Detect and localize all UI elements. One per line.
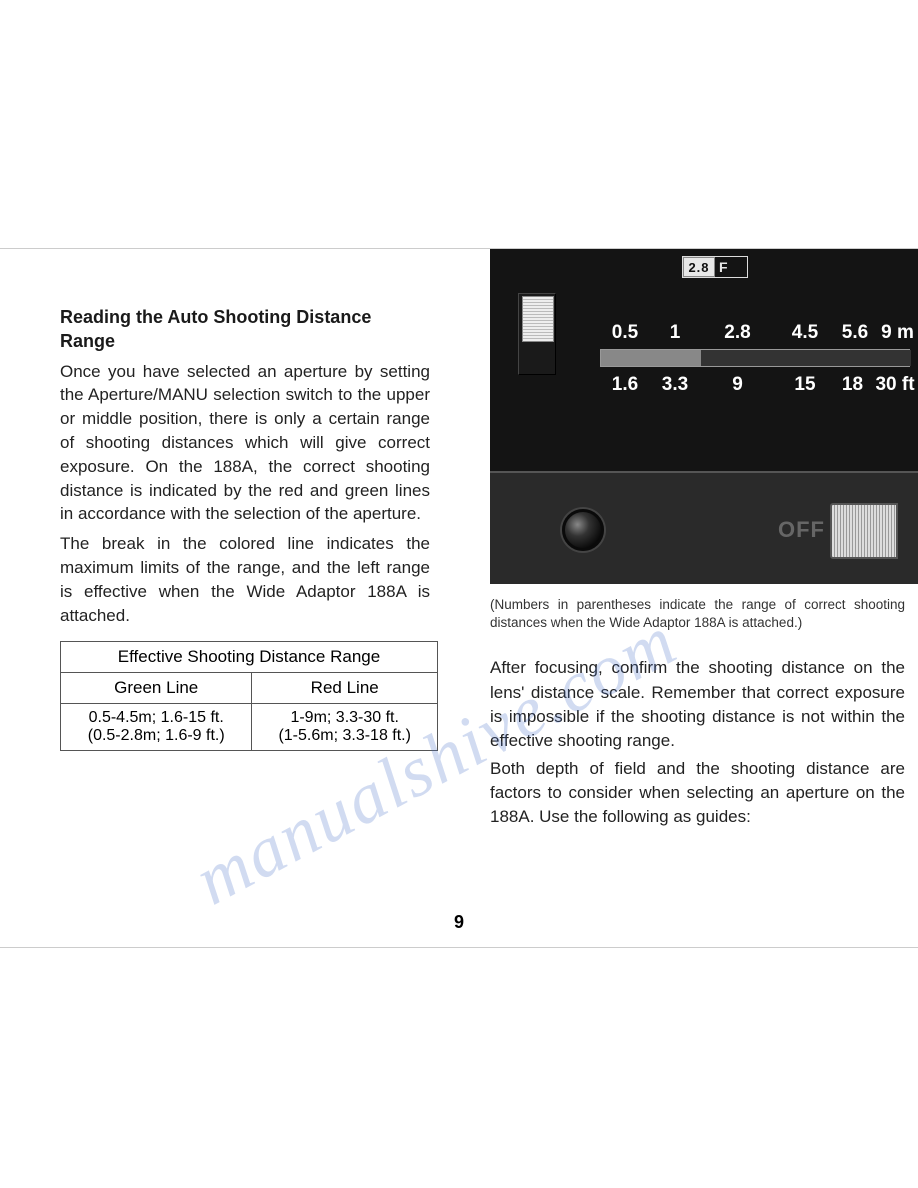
body-paragraph: Both depth of field and the shooting dis… <box>490 757 905 829</box>
distance-scale: 0.512.84.55.69 m 1.63.39151830 ft <box>600 319 918 399</box>
cell-line: 1-9m; 3.3-30 ft. <box>290 709 399 726</box>
scale-number: 4.5 <box>775 322 835 344</box>
table-header: Effective Shooting Distance Range <box>61 642 438 673</box>
scale-number: 30 ft <box>870 374 918 396</box>
body-paragraph: After focusing, confirm the shooting dis… <box>490 656 905 753</box>
right-column: 2.8 F 0.512.84.55.69 m 1.63.39151830 ft … <box>440 249 918 947</box>
distance-range-table: Effective Shooting Distance Range Green … <box>60 641 438 751</box>
pilot-lamp[interactable] <box>562 509 604 551</box>
scale-row-feet: 1.63.39151830 ft <box>600 371 918 399</box>
flash-rear-panel: 2.8 F 0.512.84.55.69 m 1.63.39151830 ft … <box>490 249 918 584</box>
scale-number: 5.6 <box>835 322 875 344</box>
power-switch[interactable] <box>830 503 898 559</box>
cell-line: 0.5-4.5m; 1.6-15 ft. <box>89 709 224 726</box>
aperture-value: 2.8 <box>683 257 715 277</box>
range-bar-red-segment <box>701 350 911 366</box>
page-number: 9 <box>454 912 464 933</box>
aperture-selector-track <box>518 293 556 375</box>
lower-control-panel: OFF <box>490 471 918 584</box>
table-column-header: Green Line <box>61 673 252 704</box>
body-paragraph: Once you have selected an aperture by se… <box>60 360 430 527</box>
table-column-header: Red Line <box>252 673 438 704</box>
aperture-f-label: F <box>715 259 728 275</box>
range-bar-green-segment <box>601 350 701 366</box>
off-label: OFF <box>778 517 825 543</box>
scale-number: 2.8 <box>700 322 775 344</box>
manual-page: Reading the Auto Shooting Distance Range… <box>0 248 918 948</box>
aperture-window: 2.8 F <box>682 256 748 278</box>
aperture-selector-knob[interactable] <box>522 296 554 342</box>
scale-row-meters: 0.512.84.55.69 m <box>600 319 918 347</box>
cell-line: (0.5-2.8m; 1.6-9 ft.) <box>88 727 225 744</box>
right-text: After focusing, confirm the shooting dis… <box>490 656 918 829</box>
scale-number: 3.3 <box>650 374 700 396</box>
scale-number: 0.5 <box>600 322 650 344</box>
range-bar <box>600 349 910 367</box>
figure-caption: (Numbers in parentheses indicate the ran… <box>490 596 905 632</box>
scale-number: 18 <box>835 374 870 396</box>
scale-number: 1.6 <box>600 374 650 396</box>
table-cell: 1-9m; 3.3-30 ft. (1-5.6m; 3.3-18 ft.) <box>252 704 438 751</box>
table-cell: 0.5-4.5m; 1.6-15 ft. (0.5-2.8m; 1.6-9 ft… <box>61 704 252 751</box>
scale-number: 1 <box>650 322 700 344</box>
left-column: Reading the Auto Shooting Distance Range… <box>0 249 440 947</box>
cell-line: (1-5.6m; 3.3-18 ft.) <box>278 727 411 744</box>
scale-number: 15 <box>775 374 835 396</box>
scale-number: 9 <box>700 374 775 396</box>
section-heading: Reading the Auto Shooting Distance Range <box>60 305 430 354</box>
scale-number: 9 m <box>875 322 918 344</box>
body-paragraph: The break in the colored line indicates … <box>60 532 430 627</box>
